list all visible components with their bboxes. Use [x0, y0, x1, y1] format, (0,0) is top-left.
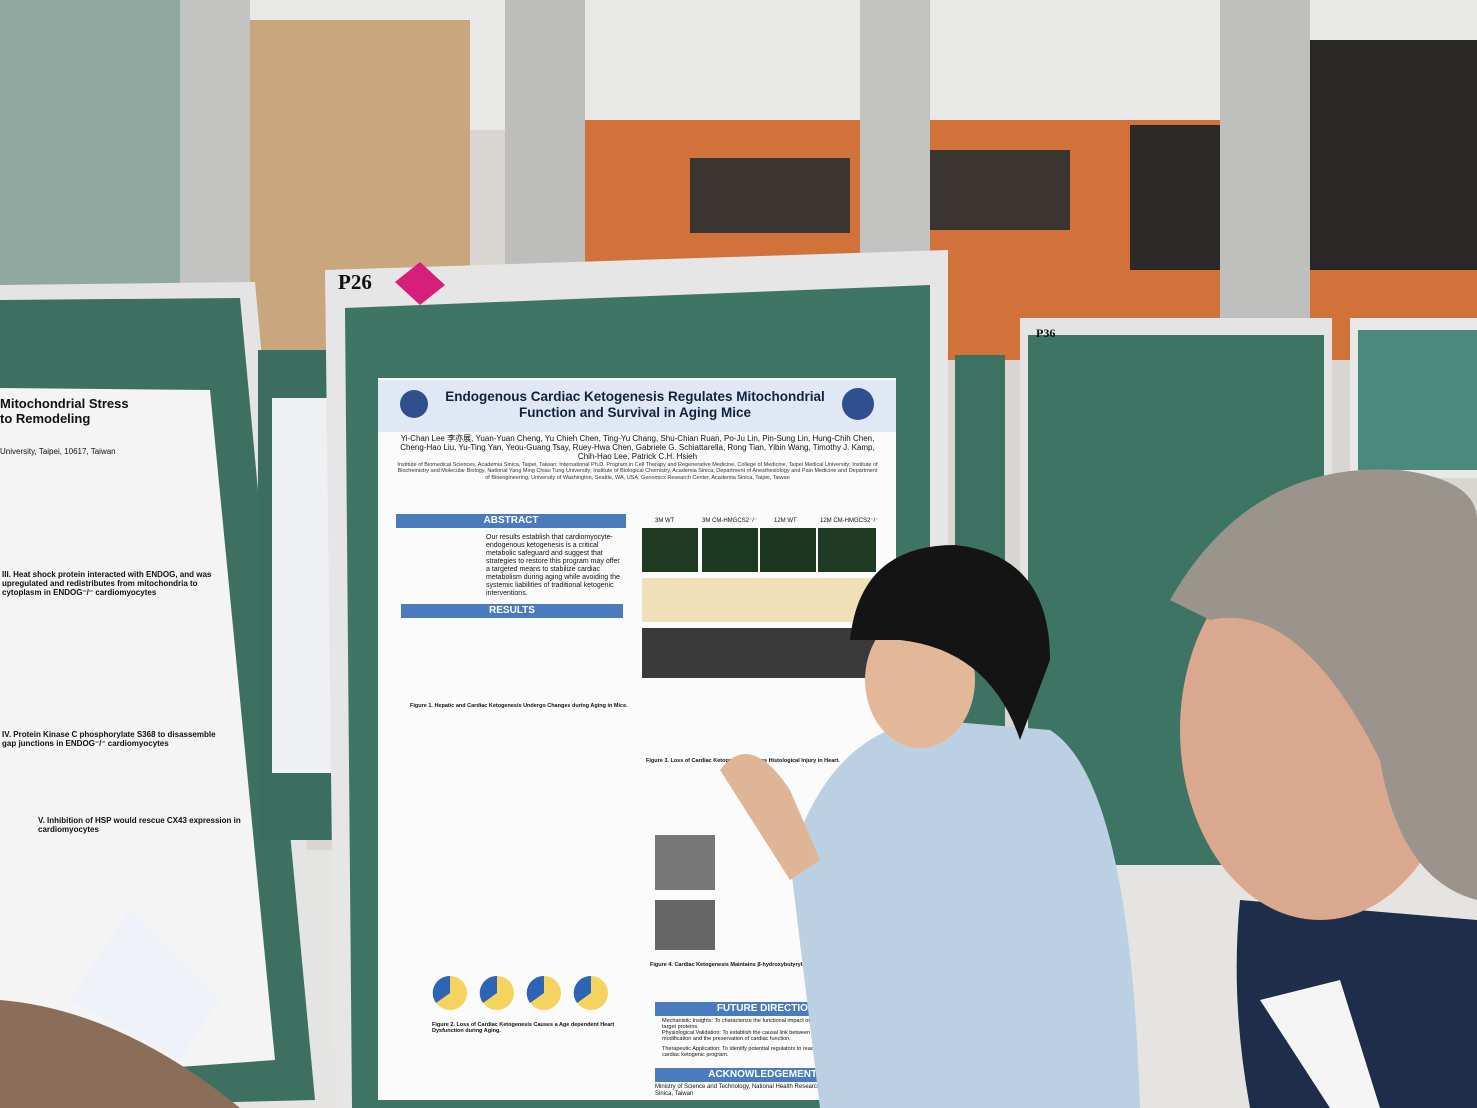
board-label: P26: [338, 270, 372, 294]
figure-caption: Figure 4. Cardiac Ketogenesis Maintains …: [650, 962, 817, 968]
micrograph: [818, 528, 876, 572]
ribbon-bow: [395, 262, 445, 305]
micrograph: [642, 528, 698, 572]
micrograph: [702, 528, 758, 572]
pillar: [1220, 0, 1310, 320]
acknowledgements: Ministry of Science and Technology, Nati…: [655, 1084, 860, 1097]
title-banner: [378, 380, 896, 432]
pillar: [860, 0, 930, 260]
foreground-head: [0, 1000, 240, 1108]
micrograph-row: [642, 578, 876, 622]
pie-slice: [432, 975, 450, 1003]
left-poster: [0, 388, 275, 1080]
panel-label: 3M WT: [655, 518, 675, 524]
blot: [655, 900, 715, 950]
micrograph: [760, 528, 816, 572]
window: [1310, 40, 1477, 270]
figure-caption: Figure 1. Hepatic and Cardiac Ketogenesi…: [410, 703, 628, 709]
future-item: Mechanistic Insights: To characterize th…: [662, 1018, 863, 1031]
presenter-hair: [850, 545, 1050, 740]
micrograph-row: [642, 628, 876, 678]
left-poster-affiliation: University, Taipei, 10617, Taiwan: [0, 447, 116, 456]
abstract-text: Our results establish that cardiomyocyte…: [486, 534, 620, 598]
window: [690, 158, 850, 233]
logo: [842, 388, 874, 420]
pillar: [505, 0, 585, 270]
pie-slice: [479, 975, 497, 1003]
visitor-collar: [1260, 980, 1380, 1108]
glass-facade: [0, 0, 190, 290]
future-item: Therapeutic Application: To identify pot…: [662, 1046, 868, 1059]
clipboard: [70, 910, 220, 1060]
window: [1130, 125, 1225, 270]
authors: Yi-Chan Lee 李亦展, Yuan-Yuan Cheng, Yu Chi…: [400, 434, 875, 462]
left-poster-section: IV. Protein Kinase C phosphorylate S368 …: [2, 730, 216, 749]
left-poster-section: III. Heat shock protein interacted with …: [2, 570, 212, 598]
far-board: [1358, 330, 1477, 470]
logo: [400, 390, 428, 418]
panel-label: 12M WT: [774, 518, 797, 524]
left-poster-title: Mitochondrial Stress to Remodeling: [0, 396, 129, 426]
poster-title: Endogenous Cardiac Ketogenesis Regulates…: [445, 389, 825, 420]
presenter-shirt: [790, 720, 1140, 1108]
visitor-hair: [1170, 469, 1477, 900]
pie-slice: [573, 975, 591, 1003]
left-poster-section: V. Inhibition of HSP would rescue CX43 e…: [38, 816, 241, 835]
board-label: P36: [1036, 326, 1056, 340]
presenter-hand: [720, 754, 820, 880]
blot: [655, 835, 715, 890]
window: [930, 150, 1070, 230]
section-heading: ABSTRACT: [396, 514, 626, 528]
future-item: Physiological Validation: To establish t…: [662, 1030, 845, 1043]
panel-label: 3M CM-HMGCS2⁻/⁻: [702, 518, 758, 524]
affiliations: Institute of Biomedical Sciences, Academ…: [397, 462, 878, 481]
section-heading: RESULTS: [401, 604, 623, 618]
pie-slice: [526, 975, 544, 1003]
figure-caption: Figure 2. Loss of Cardiac Ketogenesis Ca…: [432, 1022, 615, 1035]
panel-label: 12M CM-HMGCS2⁻/⁻: [820, 518, 879, 524]
